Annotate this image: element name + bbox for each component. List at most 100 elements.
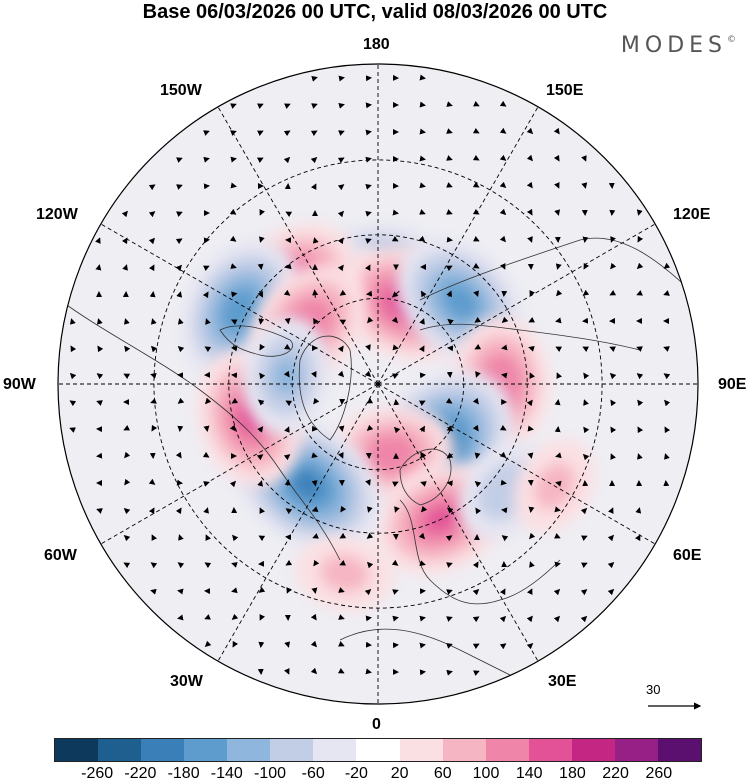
wind-arrow [501,535,509,542]
wind-arrow [284,479,291,486]
wind-arrow [311,452,318,459]
wind-arrow [205,397,212,405]
wind-arrow [526,127,534,135]
wind-arrow [257,290,263,298]
wind-arrow [311,480,318,487]
colorbar [54,738,702,762]
wind-arrow [123,318,130,325]
wind-arrow [392,344,399,351]
wind-arrow [529,372,535,379]
wind-arrow [284,103,291,109]
anomaly-contour [319,554,370,592]
wind-arrow [177,614,184,621]
coastline-asia [419,237,698,301]
wind-arrow [339,319,347,326]
wind-arrow [418,235,426,242]
wind-arrow [419,101,426,108]
wind-arrow [69,318,76,325]
wind-arrow [123,424,131,431]
brand-name: MODES [620,33,727,58]
wind-arrow [472,397,479,405]
wind-arrow [339,289,347,296]
wind-arrow [258,535,266,542]
wind-arrow [580,615,588,623]
wind-arrow [418,532,425,540]
wind-arrow [366,397,374,404]
wind-arrow [96,400,103,406]
wind-arrow [257,426,264,433]
wind-arrow [500,479,507,486]
wind-arrow [365,102,372,109]
wind-arrow [148,211,156,218]
wind-arrow [446,155,453,161]
wind-arrow [148,264,155,272]
lon-label-120e: 120E [673,206,711,223]
wind-arrow [311,587,318,594]
wind-arrow [338,614,345,620]
wind-arrow [121,210,128,218]
wind-arrow [259,209,265,216]
wind-arrow [259,372,266,380]
wind-arrow [555,346,563,353]
wind-arrow [229,208,237,215]
wind-arrow [313,559,320,567]
wind-arrow [312,533,319,539]
wind-arrow [258,586,266,593]
wind-arrow [472,643,480,650]
colorbar-tick-label: 100 [472,765,500,782]
wind-arrow [663,346,670,352]
wind-vectors [69,74,671,676]
wind-arrow [337,184,345,191]
wind-arrow [337,157,345,164]
wind-arrow [96,508,103,514]
wind-arrow [527,588,533,595]
wind-arrow [148,237,156,245]
wind-arrow [203,507,209,514]
coastline-scandinavia [399,448,452,506]
wind-arrow [229,480,237,488]
wind-arrow [124,345,131,353]
wind-arrow [366,424,374,431]
wind-arrow [446,290,452,298]
wind-arrow [474,452,481,459]
wind-arrow [310,183,317,191]
wind-arrow [583,399,589,406]
wind-arrow [69,372,77,380]
wind-arrow [259,507,265,514]
wind-arrow [339,532,347,539]
wind-arrow [149,291,156,298]
wind-arrow [529,290,535,297]
wind-arrow [499,208,507,216]
wind-arrow [392,589,399,595]
wind-arrow [177,588,184,595]
wind-arrow [529,561,535,568]
wind-arrow [230,263,237,269]
wind-arrow [580,507,588,515]
wind-arrow [554,533,561,539]
wind-arrow [472,616,480,623]
wind-arrow [337,264,344,272]
wind-arrow [259,614,265,621]
lon-label-0: 0 [372,716,381,733]
meridian-line [377,223,656,385]
wind-arrow [636,373,644,380]
wind-arrow [95,264,102,271]
wind-arrow [637,426,644,434]
map-border [57,63,699,705]
meridian-line [100,383,379,545]
colorbar-tick-label: 60 [433,765,452,782]
colorbar-bin [98,739,142,761]
colorbar-bin [141,739,185,761]
wind-arrow [554,561,561,568]
wind-arrow [175,264,182,272]
wind-arrow [499,643,507,650]
wind-arrow [393,426,401,434]
colorbar-tick-label: -140 [210,765,243,782]
wind-arrow [310,130,318,137]
colorbar-tick-label: -180 [167,765,200,782]
wind-arrow [446,128,453,134]
wind-arrow [284,317,291,325]
wind-arrow [284,668,290,675]
wind-arrow [420,505,428,513]
wind-arrow [664,453,670,460]
